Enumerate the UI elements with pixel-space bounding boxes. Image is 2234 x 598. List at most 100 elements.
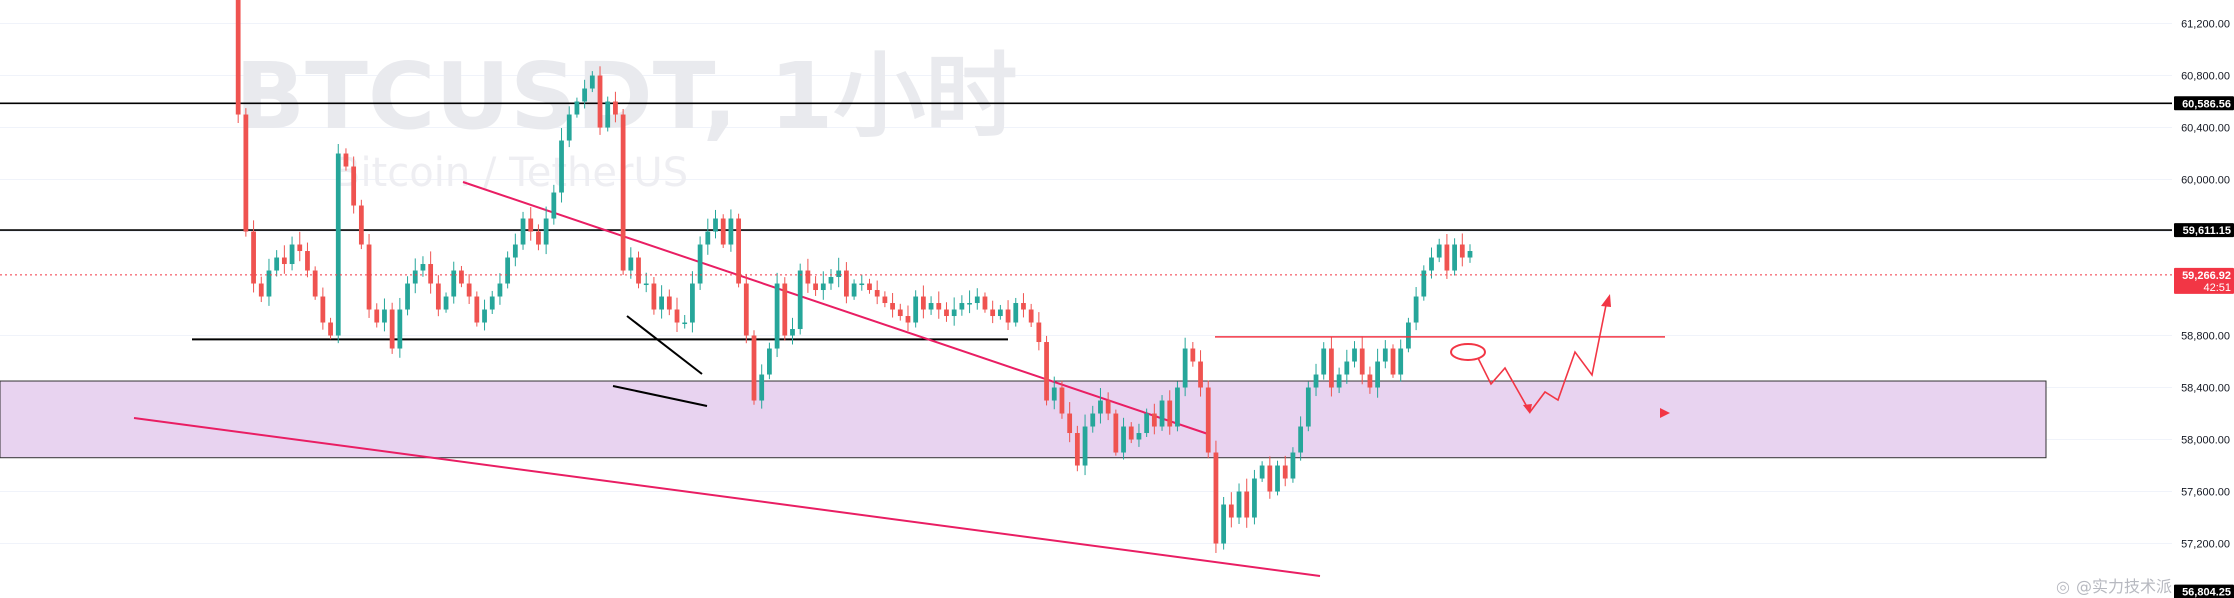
level-price-label: 59,611.15: [2183, 225, 2231, 237]
last-price-label-countdown: 42:51: [2203, 282, 2231, 294]
candle-body: [951, 309, 957, 317]
candle-body: [412, 270, 418, 284]
candle-body: [1074, 433, 1080, 466]
candle-body: [266, 270, 272, 297]
candle-body: [1244, 491, 1250, 518]
candle-body: [366, 244, 372, 310]
candle-body: [844, 270, 849, 297]
candle-body: [1044, 342, 1049, 401]
candle-body: [1167, 400, 1173, 427]
price-axis-label: 58,400.00: [2181, 383, 2230, 395]
candle-body: [751, 335, 757, 401]
candle-body: [1436, 244, 1442, 258]
last-price-label: 59,266.92: [2182, 270, 2231, 282]
watermark-subtitle: Bitcoin / TetherUS: [333, 150, 688, 196]
candle-body: [913, 296, 919, 323]
candle-body: [1205, 387, 1211, 453]
candle-body: [1190, 348, 1196, 362]
candle-body: [944, 309, 949, 317]
candle-body: [1144, 413, 1150, 434]
candle-body: [836, 270, 842, 278]
candle-body: [636, 257, 641, 284]
candle-body: [1321, 348, 1327, 375]
candle-body: [312, 270, 318, 297]
candle-body: [997, 309, 1003, 317]
candle-body: [828, 277, 834, 284]
candle-body: [1459, 244, 1465, 258]
candle-body: [1267, 465, 1273, 492]
candle-body: [1113, 413, 1119, 453]
candle-body: [874, 290, 880, 297]
candle-body: [235, 0, 241, 115]
candle-body: [1136, 433, 1142, 440]
candle-body: [628, 257, 634, 271]
candle-body: [959, 303, 965, 310]
support-zone: [0, 380, 2047, 459]
candle-body: [1406, 322, 1411, 349]
candle-body: [1051, 387, 1057, 401]
bottom-price-label: 56,804.25: [2182, 587, 2231, 598]
candle-body: [659, 296, 664, 310]
candle-body: [1290, 452, 1296, 479]
price-axis-badges: 61,679.3860,586.5659,611.1559,266.9242:5…: [2174, 96, 2234, 598]
candle-body: [643, 283, 649, 286]
candle-body: [690, 283, 695, 323]
candle-body: [566, 114, 572, 141]
candle-body: [1236, 491, 1242, 518]
candle-body: [482, 309, 487, 323]
price-axis-label: 60,000.00: [2181, 175, 2230, 187]
candle-body: [651, 283, 657, 310]
eye-icon: ◎: [2056, 577, 2070, 596]
candle-body: [782, 283, 788, 336]
candle-body: [882, 296, 888, 304]
candle-body: [389, 309, 395, 349]
candle-body: [1036, 322, 1042, 343]
candle-body: [728, 218, 734, 245]
candle-body: [1198, 361, 1203, 388]
candle-body: [1390, 348, 1396, 375]
candle-body: [1421, 270, 1427, 297]
candle-body: [1344, 361, 1350, 375]
candle-body: [1413, 296, 1419, 323]
candle-body: [1444, 244, 1450, 271]
candle-body: [512, 244, 518, 258]
candle-body: [1090, 413, 1096, 427]
candle-body: [1005, 309, 1011, 323]
candle-body: [1013, 303, 1019, 323]
candle-body: [859, 283, 865, 286]
candle-body: [1275, 465, 1280, 492]
candle-body: [382, 309, 387, 323]
upper-trendline: [462, 181, 1209, 435]
candle-body: [1336, 374, 1342, 388]
candle-body: [613, 101, 618, 115]
candle-body: [1398, 348, 1404, 375]
candle-body: [289, 244, 295, 265]
price-axis-label: 60,800.00: [2181, 71, 2230, 83]
candle-body: [713, 218, 718, 232]
candle-body: [1128, 426, 1134, 440]
candle-body: [1352, 348, 1357, 362]
candle-body: [1021, 303, 1026, 310]
candle-body: [374, 309, 380, 323]
candle-body: [720, 218, 726, 245]
candle-body: [1382, 348, 1388, 362]
candle-body: [589, 75, 595, 89]
candle-body: [697, 244, 703, 284]
candle-body: [682, 322, 688, 325]
candle-body: [605, 101, 611, 128]
candle-body: [428, 264, 434, 284]
candle-body: [620, 114, 626, 271]
target-arrowhead-icon: [1660, 408, 1670, 418]
price-axis-label: 61,200.00: [2181, 19, 2230, 31]
candle-body: [1375, 361, 1380, 388]
candle-body: [790, 329, 795, 336]
wedge-bottom-line: [612, 385, 708, 407]
candle-body: [305, 251, 310, 271]
candle-body: [920, 296, 926, 310]
candle-body: [1175, 387, 1180, 427]
candle-body: [759, 374, 765, 401]
candle-body: [1067, 413, 1073, 434]
candle-body: [851, 283, 857, 297]
candle-body: [1151, 413, 1157, 427]
highlight-ellipse: [1450, 343, 1486, 361]
